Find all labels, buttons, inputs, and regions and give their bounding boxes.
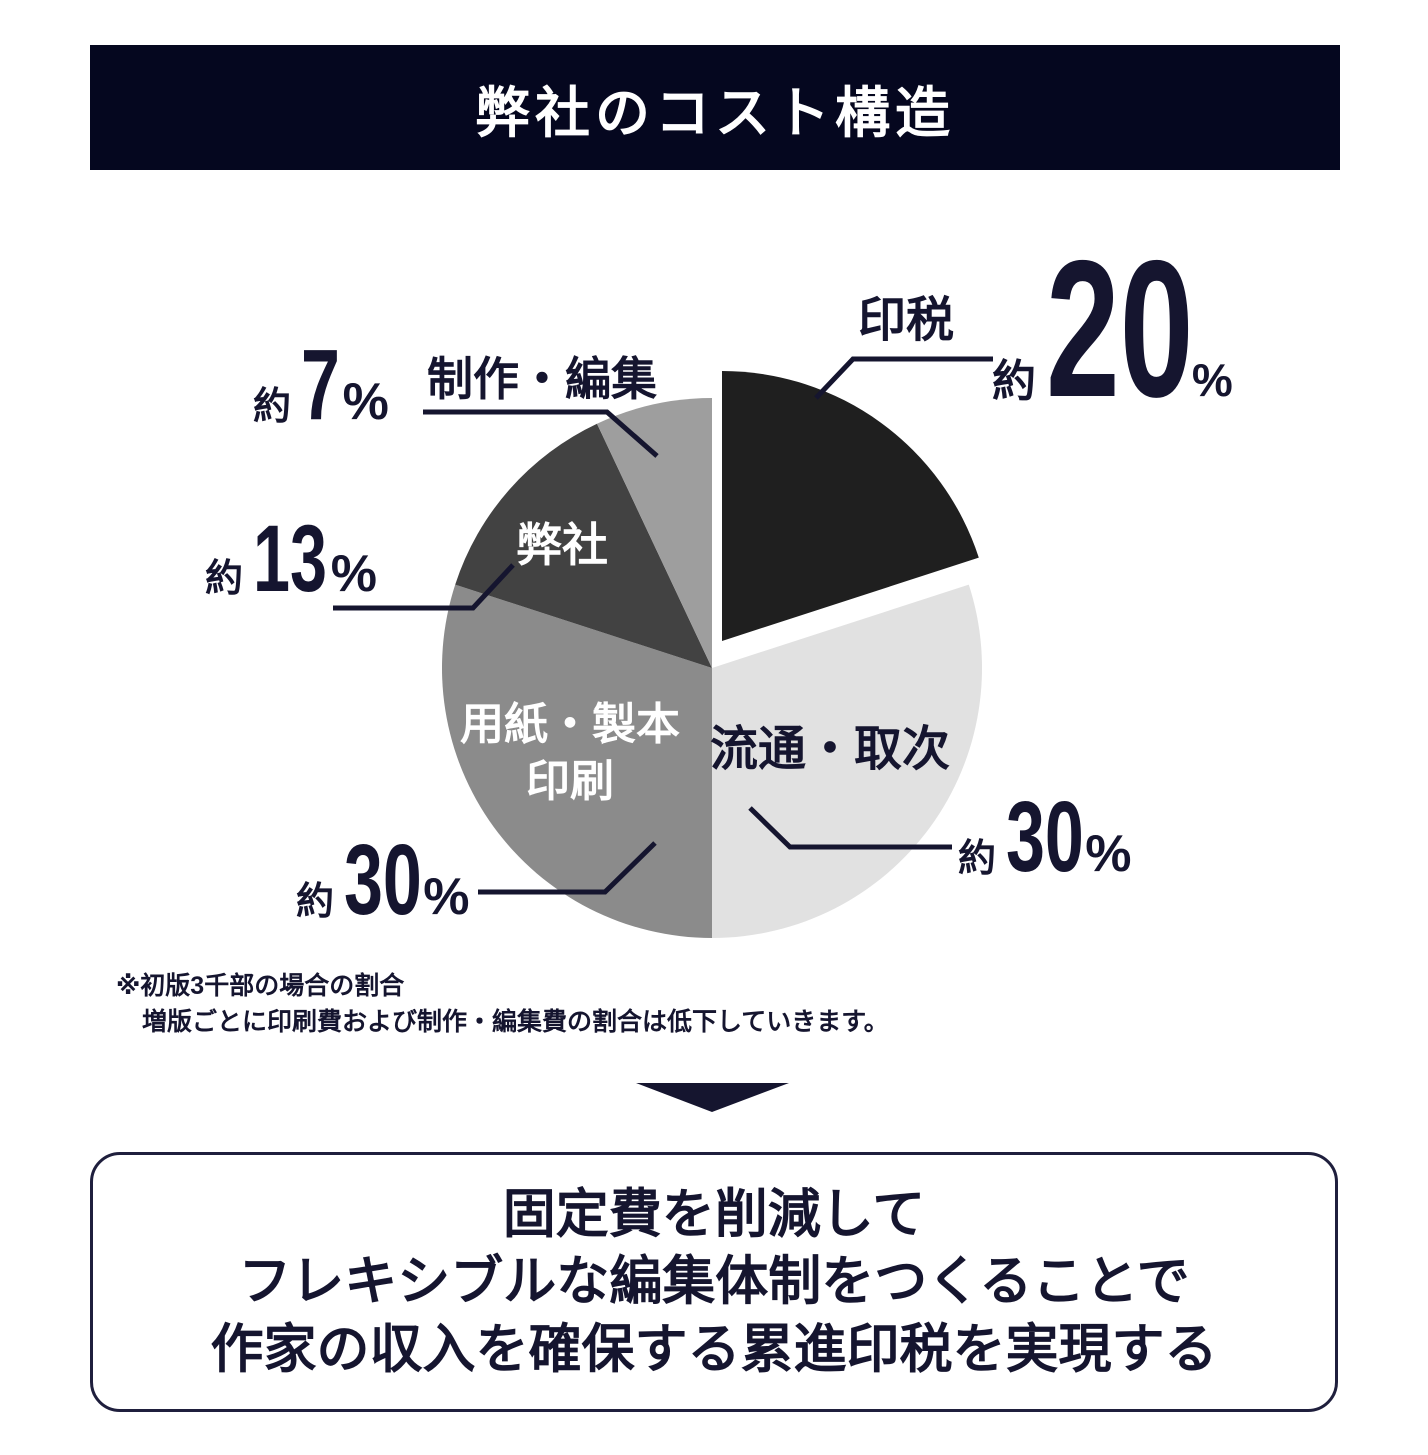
page-title: 弊社のコスト構造 [474, 81, 955, 144]
pie-slice-印税 [722, 371, 979, 641]
percent-sign-yoshi: % [423, 868, 470, 926]
leader-line-ryutsu [748, 806, 952, 850]
slice-label-ryutsu: 流通・取次 [710, 723, 951, 776]
percent-sign-inzei: % [1191, 354, 1233, 406]
approx-prefix-heisha: 約 [205, 558, 244, 600]
slice-label-yoshi: 用紙・製本 印刷 [430, 696, 710, 810]
footnote-line1: ※初版3千部の場合の割合 [116, 972, 405, 1000]
value-yoshi: 約 30 % [296, 830, 470, 930]
leader-line-seisaku [423, 409, 659, 458]
approx-prefix-inzei: 約 [992, 357, 1036, 406]
footnote: ※初版3千部の場合の割合 増版ごとに印刷費および制作・編集費の割合は低下していき… [116, 968, 889, 1041]
approx-prefix-seisaku: 約 [253, 386, 292, 428]
slice-label-heisha: 弊社 [516, 519, 608, 571]
leader-line-heisha [333, 563, 515, 611]
conclusion-line3: 作家の収入を確保する累進印税を実現する [210, 1319, 1218, 1379]
title-bar: 弊社のコスト構造 [90, 45, 1340, 170]
pie-slice-流通・取次 [712, 584, 983, 938]
slice-label-yoshi-line1: 用紙・製本 [460, 700, 680, 749]
pie-slice-制作・編集 [597, 398, 712, 668]
footnote-line2: 増版ごとに印刷費および制作・編集費の割合は低下していきます。 [142, 1008, 889, 1037]
value-heisha: 約 13 % [205, 512, 377, 607]
pie-slices [441, 371, 983, 938]
percent-sign-heisha: % [330, 545, 377, 603]
slice-label-yoshi-line2: 印刷 [526, 757, 614, 807]
leader-line-yoshi [478, 841, 657, 895]
approx-prefix-ryutsu: 約 [958, 838, 997, 880]
slice-label-inzei: 印税 [858, 294, 955, 347]
pie-slice-用紙・製本印刷 [441, 584, 712, 938]
approx-prefix-yoshi: 約 [296, 881, 335, 923]
percent-sign-seisaku: % [342, 373, 389, 431]
down-arrow-icon [636, 1083, 789, 1112]
value-number-heisha: 13 [253, 506, 327, 612]
value-seisaku: 約 7 % [253, 335, 389, 435]
conclusion-box: 固定費を削減して フレキシブルな編集体制をつくることで 作家の収入を確保する累進… [90, 1152, 1338, 1412]
value-number-ryutsu: 30 [1006, 781, 1084, 893]
leader-lines [333, 356, 993, 895]
value-number-seisaku: 7 [301, 329, 340, 441]
value-ryutsu: 約 30 % [958, 787, 1132, 887]
percent-sign-ryutsu: % [1085, 825, 1132, 883]
conclusion-line2: フレキシブルな編集体制をつくることで [238, 1252, 1190, 1312]
value-inzei: 約 20 % [992, 232, 1233, 427]
conclusion-line1: 固定費を削減して [502, 1185, 926, 1245]
value-number-yoshi: 30 [344, 824, 422, 936]
slice-label-seisaku: 制作・編集 [427, 353, 657, 405]
pie-slice-弊社 [455, 423, 712, 668]
leader-line-inzei [814, 356, 993, 400]
value-number-inzei: 20 [1046, 220, 1194, 438]
